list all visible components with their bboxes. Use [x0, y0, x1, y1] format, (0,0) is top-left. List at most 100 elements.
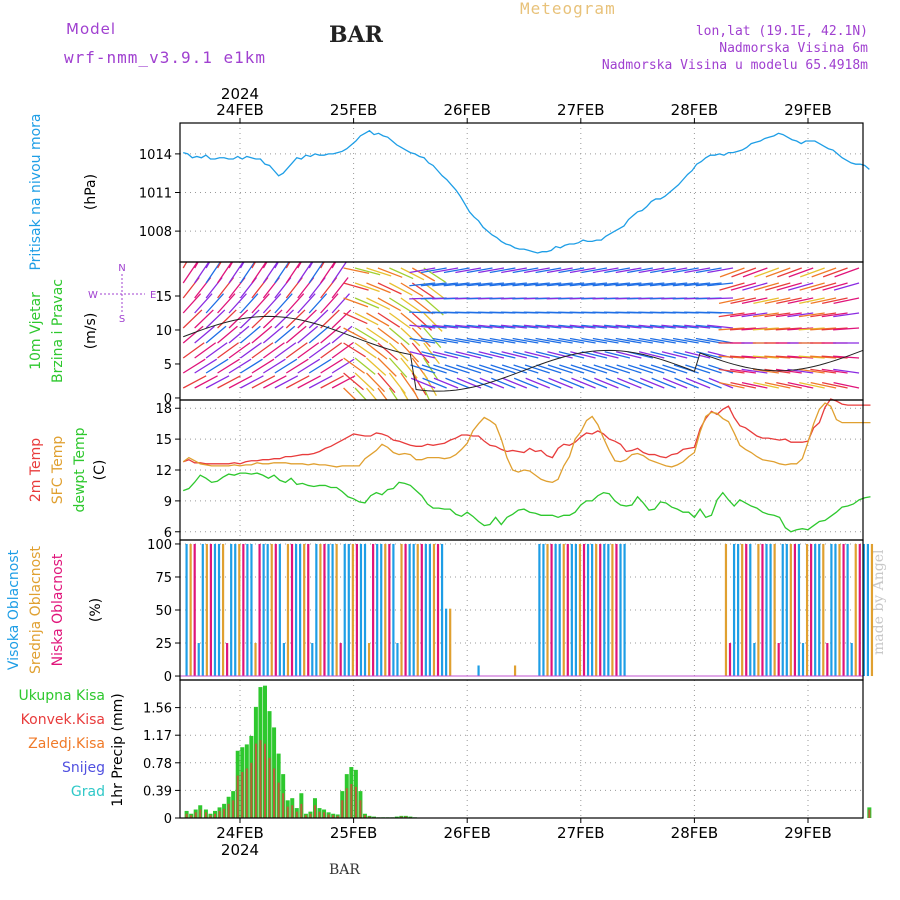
wind-barb [822, 297, 848, 305]
wind-barb [228, 262, 244, 284]
y-tick-label: 9 [164, 495, 172, 510]
cloud-bar [607, 543, 610, 677]
wind-barb [788, 282, 814, 291]
wind-barb [389, 267, 414, 280]
wind-barb [423, 327, 442, 349]
wind-barb [594, 377, 619, 389]
location-lonlat: lon,lat (19.1E, 42.1N) [695, 24, 868, 39]
wind-barb [240, 375, 264, 389]
wind-barb [432, 337, 459, 344]
wind-barb [718, 327, 745, 331]
wind-barb [582, 364, 608, 374]
wind-barb [285, 262, 302, 284]
wind-barb [297, 342, 320, 359]
dewpt-line [182, 472, 871, 533]
cloud-bar [546, 543, 549, 677]
cloud-bar [331, 543, 334, 677]
wind-barb [753, 282, 780, 291]
wind-barb [615, 337, 642, 344]
y-tick-label: 18 [155, 402, 172, 417]
wind-barb [377, 387, 388, 400]
wind-barb [467, 351, 493, 359]
wind-barb [433, 377, 459, 389]
wind-barb [684, 267, 711, 274]
wind-barb [604, 351, 631, 359]
cloud-bar [785, 543, 788, 677]
cloud-bar [428, 543, 432, 677]
wind-barb [775, 312, 802, 318]
cloud-bar [404, 543, 407, 677]
wind-barb [354, 312, 379, 326]
cloud-bar [226, 643, 229, 677]
wind-barb [615, 267, 642, 274]
cloud-bar [388, 543, 391, 677]
pressure-yunit: (hPa) [83, 174, 99, 210]
wind-barb [593, 351, 619, 359]
wind-barb [810, 282, 837, 291]
y-tick-label: 1.56 [143, 702, 172, 717]
wind-barb [432, 282, 459, 287]
wind-barb [377, 267, 403, 278]
top-x-tick-label: 25FEB [330, 101, 377, 119]
precip-conv-bar [282, 793, 285, 818]
wind-barb [490, 351, 516, 359]
y-tick-label: 10 [155, 324, 172, 339]
wind-barb [240, 358, 263, 374]
wind-barb [661, 267, 688, 274]
wind-barb [308, 325, 330, 344]
wind-barb [753, 368, 779, 374]
cloud-bar [355, 543, 359, 677]
wind-barb [546, 267, 573, 274]
wind-barb [377, 297, 401, 312]
wind-barb [478, 324, 504, 329]
cloud-bar [436, 543, 440, 677]
wind-barb [776, 282, 802, 291]
wind-barb [366, 312, 390, 327]
wind-barb [240, 342, 262, 359]
wind-barb [354, 297, 380, 309]
station-title: BAR [329, 22, 383, 48]
wind-barb [274, 358, 298, 374]
wind-barb [308, 262, 325, 284]
wind-barb [445, 377, 470, 389]
wind-barb [615, 324, 642, 329]
wind-barb [708, 364, 734, 374]
precip-conv-bar [194, 812, 197, 818]
bottom-x-tick-label: 26FEB [443, 824, 490, 842]
precip-legend-label: Grad [71, 784, 105, 800]
precip-conv-bar [318, 811, 321, 818]
precip-conv-bar [227, 803, 230, 818]
y-tick-label: 0.39 [143, 784, 172, 799]
wind-barbs [182, 262, 863, 400]
cloud-bar [615, 543, 618, 677]
wind-barb [366, 327, 389, 344]
wind-barb [308, 342, 331, 359]
wind-barb [639, 364, 665, 374]
wind-barb [251, 293, 270, 314]
wind-barb [524, 267, 550, 274]
wind-barb [421, 364, 447, 374]
wind-barb [400, 282, 424, 297]
precip-conv-bar [291, 805, 294, 818]
wind-barb [217, 293, 236, 314]
wind-barb [593, 364, 619, 374]
wind-barb [833, 312, 860, 318]
wind-barb [810, 327, 837, 331]
wind-barb [798, 355, 825, 359]
precip-conv-bar [286, 806, 289, 818]
dewpt-ylabel: dewpt Temp [72, 427, 88, 512]
wind-barb [821, 312, 848, 318]
wind-barb [730, 312, 757, 318]
precip-conv-bar [368, 816, 371, 818]
precip-conv-bar [327, 814, 330, 818]
wind-barb [228, 342, 251, 359]
wind-barb [194, 375, 218, 389]
wind-barb [239, 262, 256, 284]
wind-barb [741, 297, 768, 305]
wind-barb [354, 327, 378, 342]
wind-barb [456, 377, 482, 389]
wind-barb [741, 355, 768, 359]
wind-barb [569, 282, 596, 287]
wind-barb [400, 267, 425, 281]
sfc-ylabel: SFC Temp [50, 436, 66, 505]
